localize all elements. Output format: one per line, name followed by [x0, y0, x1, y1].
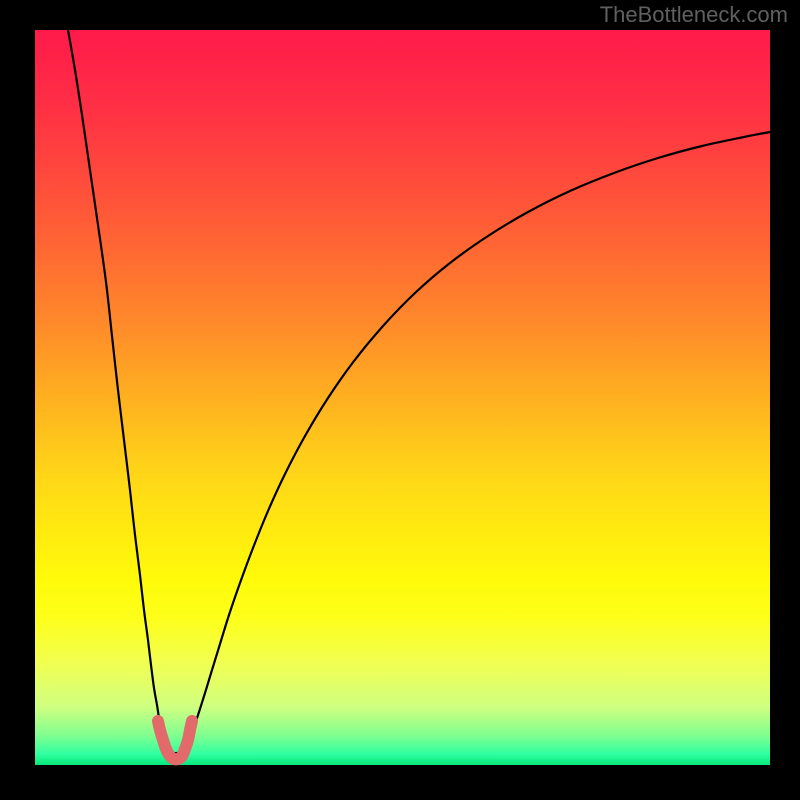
- chart-container: TheBottleneck.com: [0, 0, 800, 800]
- bottleneck-chart: [0, 0, 800, 800]
- plot-background: [35, 30, 770, 765]
- watermark-text: TheBottleneck.com: [600, 2, 788, 28]
